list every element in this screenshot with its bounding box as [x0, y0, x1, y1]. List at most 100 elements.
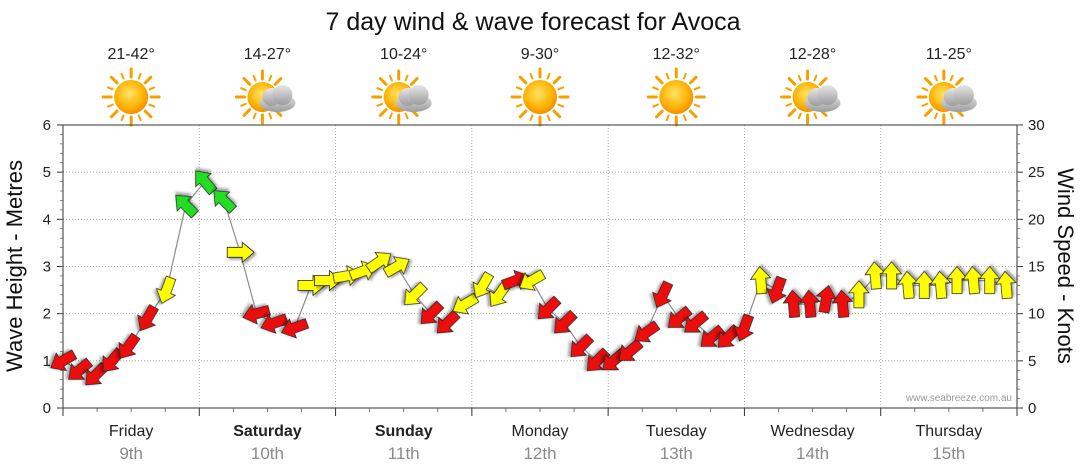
sun-ray	[923, 77, 933, 86]
sun-ray	[242, 108, 252, 117]
sun-ray	[376, 87, 384, 92]
wind-arrow-marker	[897, 270, 919, 300]
sun-ray	[654, 109, 664, 119]
sun-ray	[109, 75, 119, 85]
sun-ray	[120, 72, 125, 80]
sun-ray	[376, 102, 384, 107]
sun-ray	[797, 74, 802, 82]
sun-ray	[148, 86, 156, 91]
wind-arrow-marker	[260, 313, 289, 334]
wind-arrow-marker	[472, 271, 495, 299]
cloud-shape	[395, 85, 432, 112]
sun-cloud-icon	[234, 69, 296, 125]
wind-arrow-marker	[436, 309, 461, 334]
wind-arrow-marker	[913, 270, 936, 299]
sun-ray	[934, 112, 938, 120]
sun-ray	[813, 112, 818, 120]
day-temperature-range: 10-24°	[380, 46, 427, 63]
x-tick-label-date: 15th	[932, 444, 965, 463]
sun-ray	[955, 77, 964, 86]
cloud-shape	[259, 85, 296, 112]
sun-ray	[557, 86, 565, 91]
cloud-part	[817, 85, 838, 105]
wind-arrow-marker	[242, 303, 271, 325]
wind-arrow-marker	[68, 357, 94, 380]
chart-title: 7 day wind & wave forecast for Avoca	[325, 8, 740, 36]
sun-ray	[378, 108, 388, 117]
x-tick-label-date: 10th	[251, 444, 284, 463]
sun-cloud-icon	[371, 69, 432, 125]
sun-icon	[646, 67, 706, 127]
y-tick-label-right: 25	[1028, 164, 1045, 181]
sun-ray	[797, 112, 802, 120]
sun-ray	[923, 108, 933, 117]
sun-ray	[378, 77, 388, 86]
sun-ray	[148, 103, 156, 108]
sun-ray	[107, 86, 114, 91]
y-axis-label-right: Wind Speed - Knots	[1053, 168, 1078, 364]
y-tick-label-left: 1	[43, 353, 51, 370]
cloud-part	[408, 85, 429, 105]
wind-arrow-marker	[570, 333, 595, 358]
wind-arrow-marker	[226, 241, 255, 264]
credit-text: www.seabreeze.com.au	[905, 393, 1012, 404]
sun-ray	[137, 72, 142, 80]
sun-ray	[787, 108, 797, 117]
sun-ray	[552, 109, 562, 119]
day-temperature-range: 9-30°	[521, 46, 559, 63]
x-tick-label-day: Sunday	[375, 423, 433, 440]
sun-ray	[818, 77, 828, 86]
wind-arrow-marker	[733, 313, 755, 342]
sun-ray	[688, 75, 698, 85]
wind-arrow-marker	[815, 285, 838, 314]
wind-arrow-marker	[404, 281, 428, 306]
sun-ray	[107, 103, 114, 108]
sun-ray	[785, 87, 792, 92]
sun-ray	[785, 102, 792, 107]
sun-ray	[404, 74, 409, 82]
y-tick-label-right: 5	[1028, 353, 1036, 370]
sun-ray	[268, 74, 273, 82]
wind-arrow-marker	[175, 194, 199, 219]
sun-ray	[409, 77, 419, 86]
wind-arrow-marker	[766, 275, 787, 304]
wind-arrow-marker	[700, 324, 726, 347]
wind-arrow-marker	[420, 300, 445, 325]
day-temperature-range: 11-25°	[926, 46, 972, 63]
sun-ray	[693, 103, 701, 108]
wind-arrow-marker	[195, 170, 218, 196]
sun-icon	[510, 67, 570, 127]
wind-arrow-marker	[155, 275, 177, 304]
sun-ray	[273, 77, 283, 86]
wind-arrow-marker	[137, 304, 159, 332]
wind-arrow-marker	[50, 349, 78, 371]
cloud-part	[272, 85, 293, 105]
sun-ray	[529, 72, 534, 80]
wind-arrow-marker	[382, 256, 410, 278]
sun-ray	[682, 72, 687, 80]
sun-ray	[949, 74, 954, 82]
day-temperature-range: 14-27°	[244, 46, 291, 63]
sun-ray	[137, 114, 142, 122]
sun-ray	[515, 103, 523, 108]
sun-ray	[240, 102, 247, 107]
wind-arrow-marker	[848, 280, 870, 309]
sun-disc	[523, 80, 557, 114]
sun-ray	[552, 75, 562, 85]
y-tick-label-right: 20	[1028, 211, 1045, 228]
x-tick-label-date: 13th	[660, 444, 693, 463]
x-tick-label-day: Saturday	[233, 423, 302, 440]
sun-cloud-icon	[916, 69, 977, 125]
sun-ray	[518, 75, 528, 85]
sun-ray	[120, 114, 125, 122]
x-tick-label-date: 11th	[388, 444, 420, 463]
sun-ray	[921, 102, 929, 107]
wind-arrow-marker	[995, 270, 1017, 300]
sun-ray	[682, 114, 687, 122]
wind-arrow-marker	[280, 318, 310, 339]
y-tick-label-right: 15	[1028, 259, 1045, 276]
sun-ray	[546, 72, 551, 80]
wind-arrow-marker	[102, 347, 125, 373]
sun-ray	[529, 114, 534, 122]
